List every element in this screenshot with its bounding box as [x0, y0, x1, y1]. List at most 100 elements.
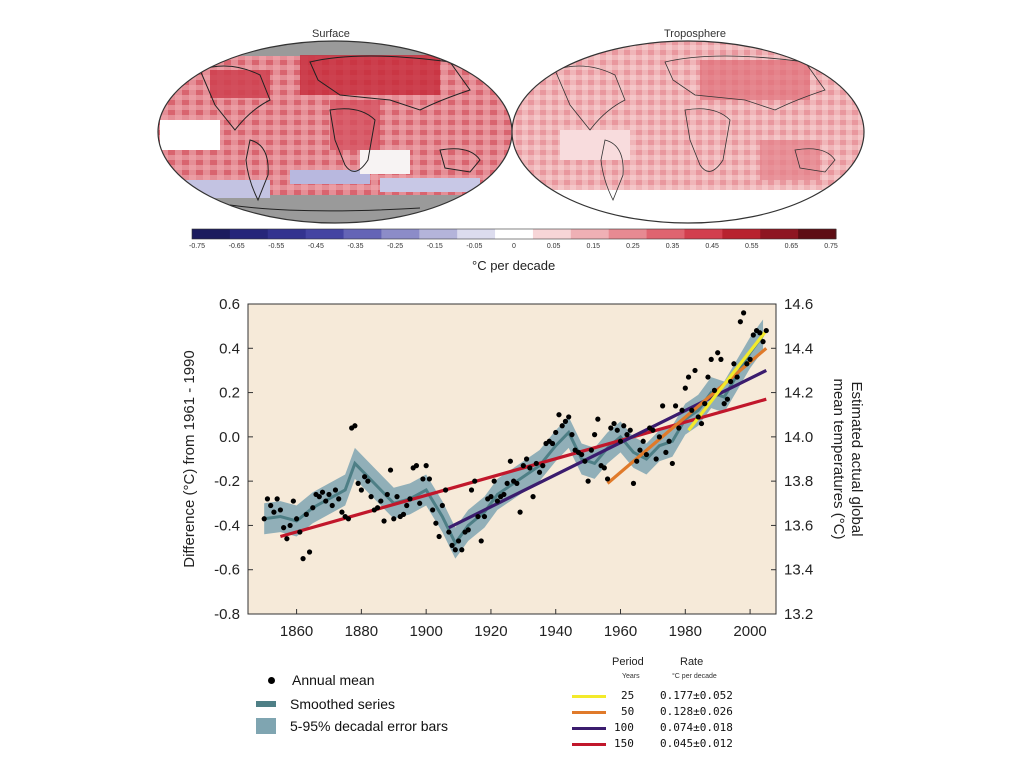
annual-mean-point — [588, 447, 594, 453]
x-tick-label: 1940 — [539, 623, 572, 640]
x-tick-label: 1960 — [604, 623, 637, 640]
annual-mean-point — [336, 496, 342, 502]
dot-icon — [268, 676, 275, 684]
annual-mean-point — [731, 361, 737, 367]
annual-mean-point — [329, 502, 335, 509]
x-tick-label: 1880 — [345, 623, 378, 640]
annual-mean-point — [705, 374, 711, 380]
annual-mean-point — [277, 507, 283, 513]
colorbar-cell — [798, 229, 837, 239]
colorbar-cell — [305, 229, 345, 239]
colorbar-cell — [229, 229, 269, 239]
annual-mean-point — [604, 476, 611, 482]
annual-mean-point — [757, 330, 763, 336]
x-tick-label: 1860 — [280, 623, 313, 640]
annual-mean-point — [650, 427, 656, 433]
annual-mean-point — [737, 319, 743, 325]
annual-mean-point — [264, 496, 271, 502]
y-tick-label: 0.0 — [219, 429, 240, 446]
trend-line-50 — [606, 347, 768, 485]
colorbar-tick: 0.15 — [586, 243, 601, 250]
y-tick-label: -0.4 — [214, 517, 240, 534]
annual-mean-point — [475, 513, 481, 520]
annual-mean-point — [504, 480, 510, 486]
x-tick-label: 1900 — [409, 623, 442, 640]
annual-mean-point — [501, 491, 507, 498]
colorbar — [191, 228, 837, 240]
annual-mean-point — [711, 387, 718, 393]
x-tick-label: 1920 — [474, 623, 507, 640]
annual-mean-point — [300, 556, 306, 562]
colorbar-tick: -0.55 — [268, 243, 285, 250]
annual-mean-point — [663, 449, 669, 455]
annual-mean-point — [611, 420, 617, 427]
annual-mean-point — [656, 434, 662, 440]
rate-header: Rate — [680, 656, 704, 668]
rate-sub-header: °C per decade — [672, 673, 717, 680]
annual-mean-point — [533, 460, 539, 467]
troposphere-map-title: Troposphere — [664, 28, 726, 40]
y-right-tick-label: 14.2 — [784, 385, 813, 402]
annual-mean-point — [423, 463, 429, 469]
y-right-tick-label: 13.8 — [784, 473, 813, 490]
colorbar-tick: -0.25 — [387, 243, 404, 250]
colorbar-cell — [532, 229, 572, 239]
rate-swatch-150 — [572, 743, 606, 746]
annual-mean-point — [352, 423, 358, 429]
annual-mean-point — [679, 407, 685, 413]
y-tick-label: -0.8 — [214, 606, 240, 623]
annual-mean-point — [271, 509, 277, 515]
annual-mean-point — [634, 458, 640, 464]
annual-mean-point — [268, 502, 274, 509]
annual-mean-point — [637, 447, 643, 453]
annual-mean-point — [520, 463, 526, 469]
annual-mean-point — [627, 427, 633, 433]
legend-smoothed: Smoothed series — [256, 696, 395, 712]
annual-mean-point — [640, 438, 646, 444]
annual-mean-point — [378, 498, 384, 504]
annual-mean-point — [459, 547, 465, 553]
colorbar-cell — [684, 229, 723, 239]
annual-mean-point — [339, 509, 345, 515]
annual-mean-point — [306, 549, 313, 555]
rate-period-50: 50 — [621, 705, 635, 718]
x-tick-label: 2000 — [733, 623, 766, 640]
annual-mean-point — [569, 432, 575, 438]
y-right-tick-label: 14.4 — [784, 340, 813, 357]
annual-mean-point — [345, 516, 352, 522]
annual-mean-point — [387, 467, 394, 473]
annual-mean-point — [763, 327, 769, 334]
y-tick-label: 0.6 — [219, 296, 240, 313]
annual-mean-point — [715, 350, 721, 356]
annual-mean-point — [365, 478, 371, 484]
rate-value-25: 0.177±0.052 — [660, 689, 733, 702]
annual-mean-point — [481, 513, 488, 520]
annual-mean-point — [682, 385, 688, 391]
annual-mean-point — [449, 542, 455, 548]
annual-mean-point — [592, 432, 598, 438]
annual-mean-point — [556, 412, 562, 418]
annual-mean-point — [465, 527, 471, 533]
colorbar-cell — [570, 229, 610, 239]
colorbar-tick: 0 — [512, 243, 516, 250]
annual-mean-point — [323, 498, 329, 504]
annual-mean-point — [494, 498, 501, 504]
annual-mean-point — [666, 438, 672, 444]
annual-mean-point — [582, 458, 588, 464]
rate-value-50: 0.128±0.026 — [660, 705, 733, 718]
annual-mean-point — [430, 507, 436, 513]
annual-mean-point — [400, 511, 407, 517]
annual-mean-point — [374, 505, 381, 511]
period-sub-header: Years — [622, 673, 640, 680]
colorbar-tick: -0.05 — [466, 243, 483, 250]
annual-mean-point — [724, 396, 731, 402]
annual-mean-point — [261, 516, 267, 522]
rate-swatch-100 — [572, 727, 606, 730]
annual-mean-point — [643, 451, 650, 458]
temperature-chart: -0.8 -0.6 -0.4 -0.2 0.0 0.2 0.4 0.6 13.2 13.4 13.6… — [181, 296, 865, 640]
annual-mean-point — [355, 480, 361, 486]
annual-mean-point — [491, 478, 497, 484]
annual-mean-point — [750, 332, 756, 338]
y-tick-label: 0.4 — [219, 340, 240, 357]
colorbar-cell — [381, 229, 420, 239]
